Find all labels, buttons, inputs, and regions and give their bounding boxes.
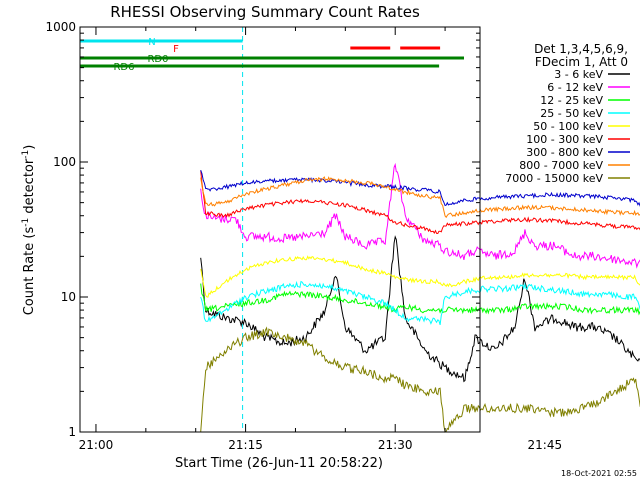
series-line-6 (200, 170, 640, 207)
legend-label-1: 6 - 12 keV (547, 81, 603, 94)
flare-flag-label: F (173, 44, 179, 55)
x-axis-label: Start Time (26-Jun-11 20:58:22) (175, 456, 383, 471)
y-axis-label-end: ) (22, 145, 37, 150)
rd6-flag-label: RD6 (113, 62, 134, 73)
y-tick-label: 10 (61, 290, 76, 304)
y-tick-label: 1000 (45, 20, 76, 34)
y-axis-label-sup1: -1 (21, 218, 31, 227)
rd0-flag-label: RD0 (147, 54, 168, 65)
y-tick-label: 1 (68, 425, 76, 439)
legend-label-4: 50 - 100 keV (533, 120, 603, 133)
legend-header-line-1: Det 1,3,4,5,6,9, (534, 42, 628, 56)
y-axis-label: Count Rate (s-1 detector-1) (21, 145, 37, 316)
series-line-1 (200, 162, 640, 269)
series-line-2 (200, 283, 640, 316)
series-line-4 (200, 255, 640, 298)
x-tick-label: 21:15 (228, 438, 263, 452)
y-axis-label-main: Count Rate (s (22, 227, 37, 316)
legend-label-0: 3 - 6 keV (554, 68, 603, 81)
legend-label-8: 7000 - 15000 keV (505, 172, 603, 185)
legend-label-7: 800 - 7000 keV (519, 159, 603, 172)
series-line-8 (200, 326, 640, 433)
series-line-3 (200, 280, 640, 326)
legend-header-line-2: FDecim 1, Att 0 (535, 55, 628, 69)
y-axis-label-mid: detector (22, 158, 37, 218)
x-tick-label: 21:45 (528, 438, 563, 452)
plot-area: N F RD0 RD6 (79, 27, 640, 433)
footer-timestamp: 18-Oct-2021 02:55 (561, 469, 637, 478)
series-line-7 (200, 176, 640, 219)
chart-title: RHESSI Observing Summary Count Rates (110, 3, 420, 21)
x-tick-label: 21:00 (79, 438, 114, 452)
night-flag-label: N (148, 37, 155, 48)
y-tick-label: 100 (53, 155, 76, 169)
y-axis-label-sup2: -1 (21, 150, 31, 159)
series-line-0 (200, 235, 640, 383)
plot-frame (79, 26, 481, 433)
legend-label-5: 100 - 300 keV (526, 133, 603, 146)
x-tick-label: 21:30 (378, 438, 413, 452)
legend: Det 1,3,4,5,6,9, FDecim 1, Att 0 3 - 6 k… (505, 42, 630, 185)
series-line-5 (200, 170, 640, 235)
legend-label-3: 25 - 50 keV (540, 107, 603, 120)
legend-label-2: 12 - 25 keV (540, 94, 603, 107)
axes: 110100100021:0021:1521:3021:4522:0022:15… (45, 20, 563, 452)
legend-label-6: 300 - 800 keV (526, 146, 603, 159)
